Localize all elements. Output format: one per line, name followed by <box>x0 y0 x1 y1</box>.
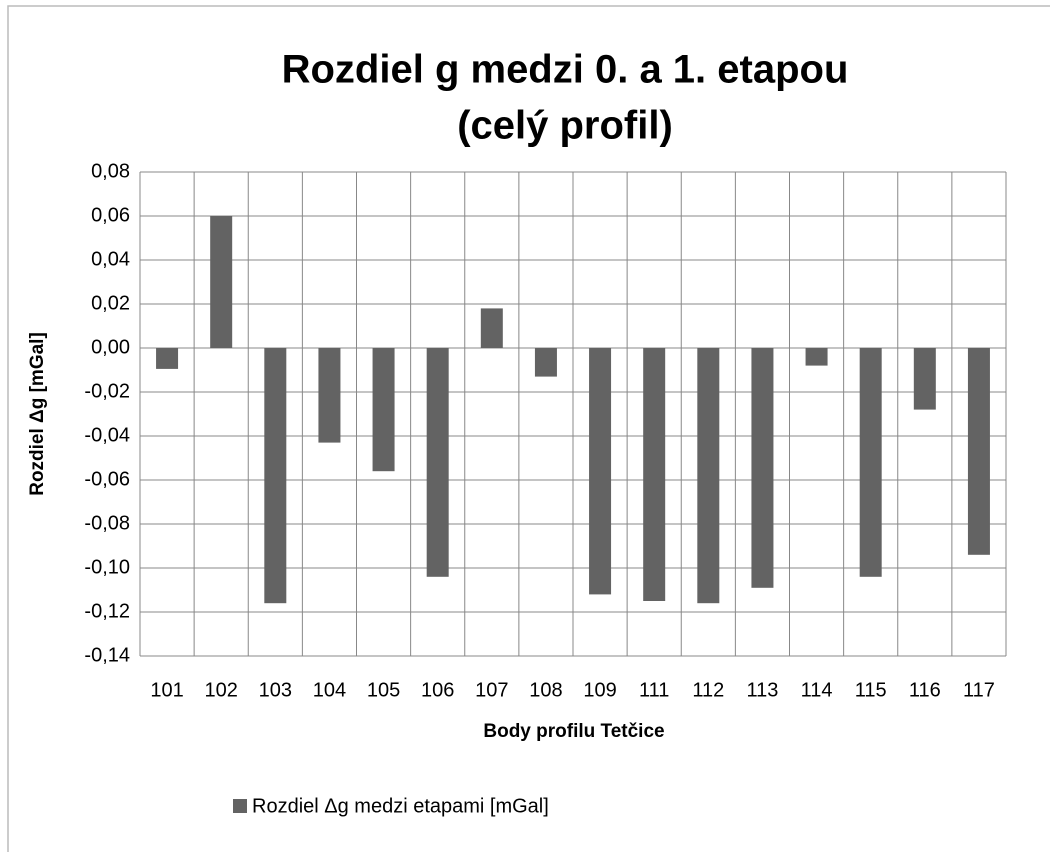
y-tick-label: -0,14 <box>84 644 130 666</box>
x-tick-label: 101 <box>150 679 183 701</box>
bar <box>589 348 612 595</box>
x-tick-label: 115 <box>855 679 887 701</box>
bar <box>534 348 557 377</box>
bar <box>859 348 882 577</box>
bar <box>480 308 503 348</box>
y-tick-label: -0,06 <box>84 468 130 490</box>
y-axis-title: Rozdiel Δg [mGal] <box>27 332 48 496</box>
y-tick-label: 0,02 <box>91 292 130 314</box>
y-tick-label: 0,04 <box>91 248 130 270</box>
x-tick-label: 103 <box>259 679 292 701</box>
y-tick-label: 0,08 <box>91 160 130 182</box>
x-tick-label: 104 <box>313 679 346 701</box>
x-tick-label: 111 <box>639 679 669 701</box>
x-tick-label: 102 <box>205 679 238 701</box>
bar <box>805 348 828 366</box>
y-tick-label: -0,12 <box>84 600 130 622</box>
y-tick-label: -0,10 <box>84 556 130 578</box>
x-tick-label: 116 <box>909 679 941 701</box>
x-tick-label: 105 <box>367 679 400 701</box>
y-tick-label: -0,04 <box>84 424 130 446</box>
x-axis-title: Body profilu Tetčice <box>483 721 664 742</box>
chart-title: Rozdiel g medzi 0. a 1. etapou <box>282 48 849 92</box>
x-tick-label: 107 <box>475 679 508 701</box>
bar <box>697 348 720 604</box>
y-tick-label: -0,08 <box>84 512 130 534</box>
bar <box>967 348 990 555</box>
bar <box>156 348 179 369</box>
chart-title: (celý profil) <box>457 104 673 148</box>
y-tick-label: 0,00 <box>91 336 130 358</box>
legend-swatch <box>233 799 247 813</box>
x-tick-label: 114 <box>801 679 833 701</box>
y-tick-label: 0,06 <box>91 204 130 226</box>
x-tick-label: 108 <box>529 679 562 701</box>
x-tick-label: 113 <box>746 679 778 701</box>
x-tick-label: 109 <box>583 679 616 701</box>
legend-label: Rozdiel Δg medzi etapami [mGal] <box>252 795 549 817</box>
bar <box>643 348 666 601</box>
bar <box>264 348 287 604</box>
bar <box>913 348 936 410</box>
x-tick-label: 117 <box>963 679 995 701</box>
chart-frame <box>7 5 1050 852</box>
bar <box>751 348 774 588</box>
bar <box>372 348 395 472</box>
bar <box>318 348 341 443</box>
bar <box>210 216 233 348</box>
y-tick-label: -0,02 <box>84 380 130 402</box>
bar <box>426 348 449 577</box>
x-tick-label: 112 <box>692 679 724 701</box>
x-tick-label: 106 <box>421 679 454 701</box>
